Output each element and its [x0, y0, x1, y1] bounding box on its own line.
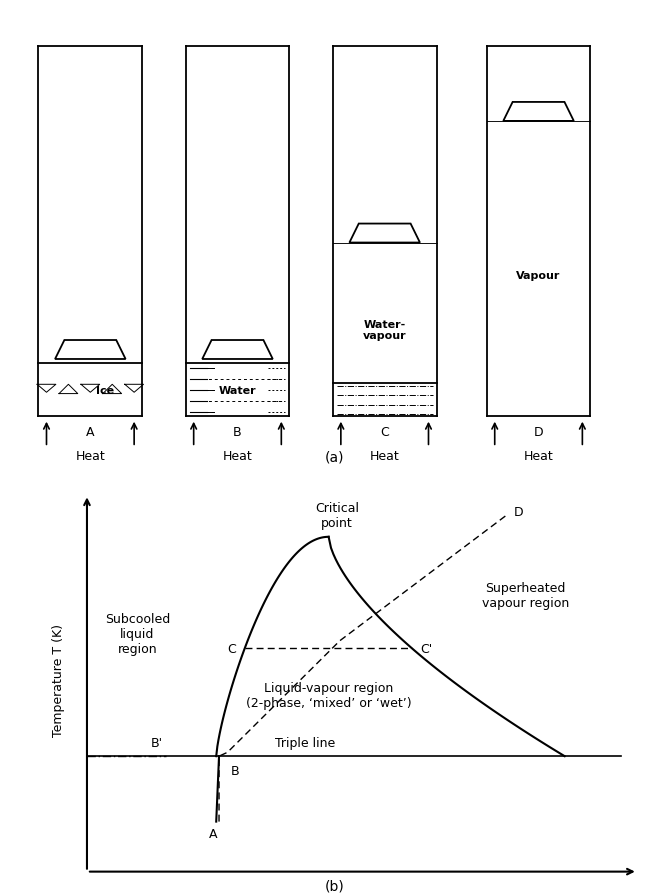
Text: (a): (a) — [324, 451, 345, 464]
Text: B: B — [230, 764, 239, 777]
Text: Subcooled
liquid
region: Subcooled liquid region — [105, 611, 170, 654]
Text: Triple line: Triple line — [275, 737, 335, 749]
Text: C: C — [227, 642, 236, 655]
Text: B': B' — [151, 737, 163, 749]
Text: Water-
vapour: Water- vapour — [363, 319, 407, 341]
Text: Superheated
vapour region: Superheated vapour region — [482, 581, 569, 609]
Text: A: A — [209, 828, 217, 840]
Text: Temperature T (K): Temperature T (K) — [52, 623, 66, 736]
Text: Heat: Heat — [76, 450, 105, 462]
Text: D: D — [514, 506, 524, 519]
Text: (b): (b) — [324, 878, 345, 892]
Text: Water: Water — [219, 385, 256, 395]
Text: Ice: Ice — [96, 385, 114, 395]
Text: Heat: Heat — [223, 450, 252, 462]
Polygon shape — [349, 224, 420, 243]
Text: Critical
point: Critical point — [315, 502, 359, 529]
Polygon shape — [55, 341, 126, 359]
Text: Heat: Heat — [370, 450, 399, 462]
Polygon shape — [202, 341, 273, 359]
Text: A: A — [86, 426, 94, 439]
Text: Liquid-vapour region
(2-phase, ‘mixed’ or ‘wet’): Liquid-vapour region (2-phase, ‘mixed’ o… — [246, 681, 411, 709]
Text: Heat: Heat — [524, 450, 553, 462]
Text: B: B — [233, 426, 242, 439]
Text: D: D — [534, 426, 543, 439]
Text: Vapour: Vapour — [516, 270, 561, 280]
Text: C': C' — [421, 642, 433, 655]
Polygon shape — [503, 103, 574, 122]
Text: C: C — [380, 426, 389, 439]
